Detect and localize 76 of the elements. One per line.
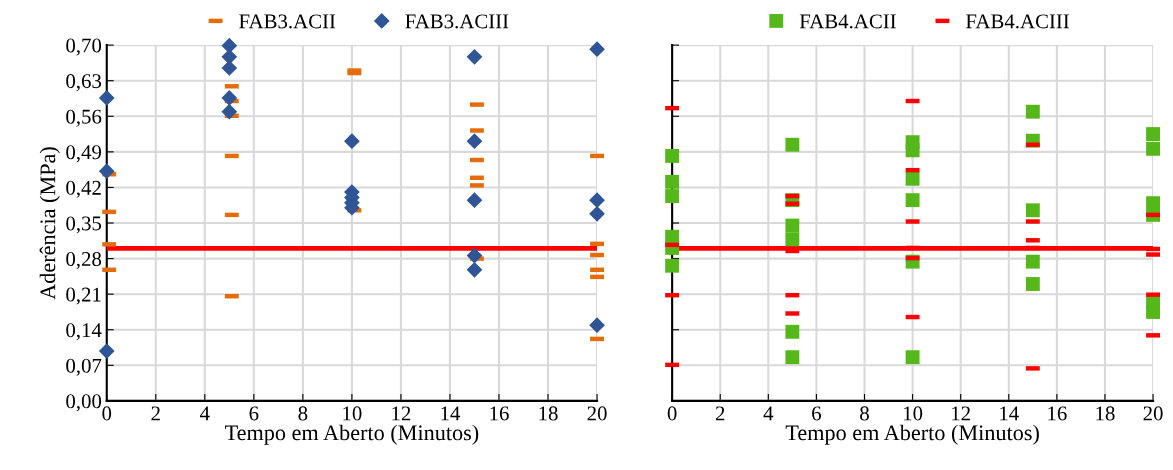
x-tick-label: 8 [298,406,308,421]
point [785,324,800,339]
point [221,103,238,120]
legend-label: FAB3.ACIII [405,14,509,29]
point [1025,254,1040,269]
point [98,163,115,180]
point [785,350,800,365]
point [665,174,680,189]
point [466,48,483,65]
point [344,133,360,150]
x-tick-label: 12 [392,406,411,421]
point [589,192,605,208]
x-tick-label: 6 [249,406,259,421]
y-tick-label: 0,70 [66,38,102,56]
y-tick-label: 0,49 [66,145,102,163]
x-tick-label: 10 [904,406,923,421]
point [221,60,238,76]
point [1146,141,1160,156]
x-tick-label: 14 [441,406,461,421]
y-tick-label: 0,42 [66,180,101,198]
legend-label: FAB4.ACIII [965,14,1070,29]
x-tick-label: 18 [1096,406,1115,421]
x-axis-title: Tempo em Aberto (Minutos) [785,424,1039,445]
x-tick-label: 16 [1048,406,1067,421]
x-tick-label: 6 [812,406,821,421]
point [905,171,920,186]
y-tick-label: 0,07 [66,358,102,376]
point [1146,305,1160,319]
x-tick-label: 8 [860,406,869,421]
x-tick-label: 20 [1143,406,1163,421]
point [905,193,920,208]
point [589,206,605,222]
point [466,133,483,150]
x-tick-label: 14 [1000,406,1019,421]
y-tick-label: 0,35 [66,216,102,234]
y-tick-label: 0,00 [66,394,102,412]
point [1025,104,1040,119]
y-tick-label: 0,56 [66,109,102,127]
point [98,90,115,106]
x-tick-label: 0 [102,406,112,421]
x-tick-label: 2 [151,406,160,421]
x-axis-title: Tempo em Aberto (Minutos) [225,424,479,445]
y-tick-label: 0,63 [66,74,102,92]
x-tick-label: 20 [587,406,607,421]
x-tick-label: 18 [539,406,558,421]
point [665,258,680,273]
x-tick-label: 2 [715,406,725,421]
x-tick-label: 4 [200,406,210,421]
legend-label: FAB4.ACII [799,14,896,29]
point [98,343,115,359]
point [785,218,800,233]
y-tick-label: 0,28 [66,251,102,270]
x-tick-label: 12 [952,406,970,421]
point [1146,127,1160,142]
point [589,41,605,58]
point [466,261,483,278]
point [1025,203,1040,218]
point [905,143,920,158]
y-tick-label: 0,21 [66,287,101,305]
x-tick-label: 16 [490,406,509,421]
point [1025,277,1040,291]
point [905,350,920,365]
point [785,232,800,247]
legend-label: FAB3.ACII [239,14,336,29]
point [785,137,800,152]
point [665,148,680,163]
x-tick-label: 10 [343,406,362,421]
y-tick-label: 0,14 [66,323,102,341]
point [589,317,605,334]
point [665,189,680,204]
point [466,192,483,208]
x-tick-label: 4 [763,406,774,421]
point [221,90,238,106]
y-axis-title: Aderência (MPa) [39,147,60,300]
x-tick-label: 0 [667,406,677,421]
point [466,247,483,264]
